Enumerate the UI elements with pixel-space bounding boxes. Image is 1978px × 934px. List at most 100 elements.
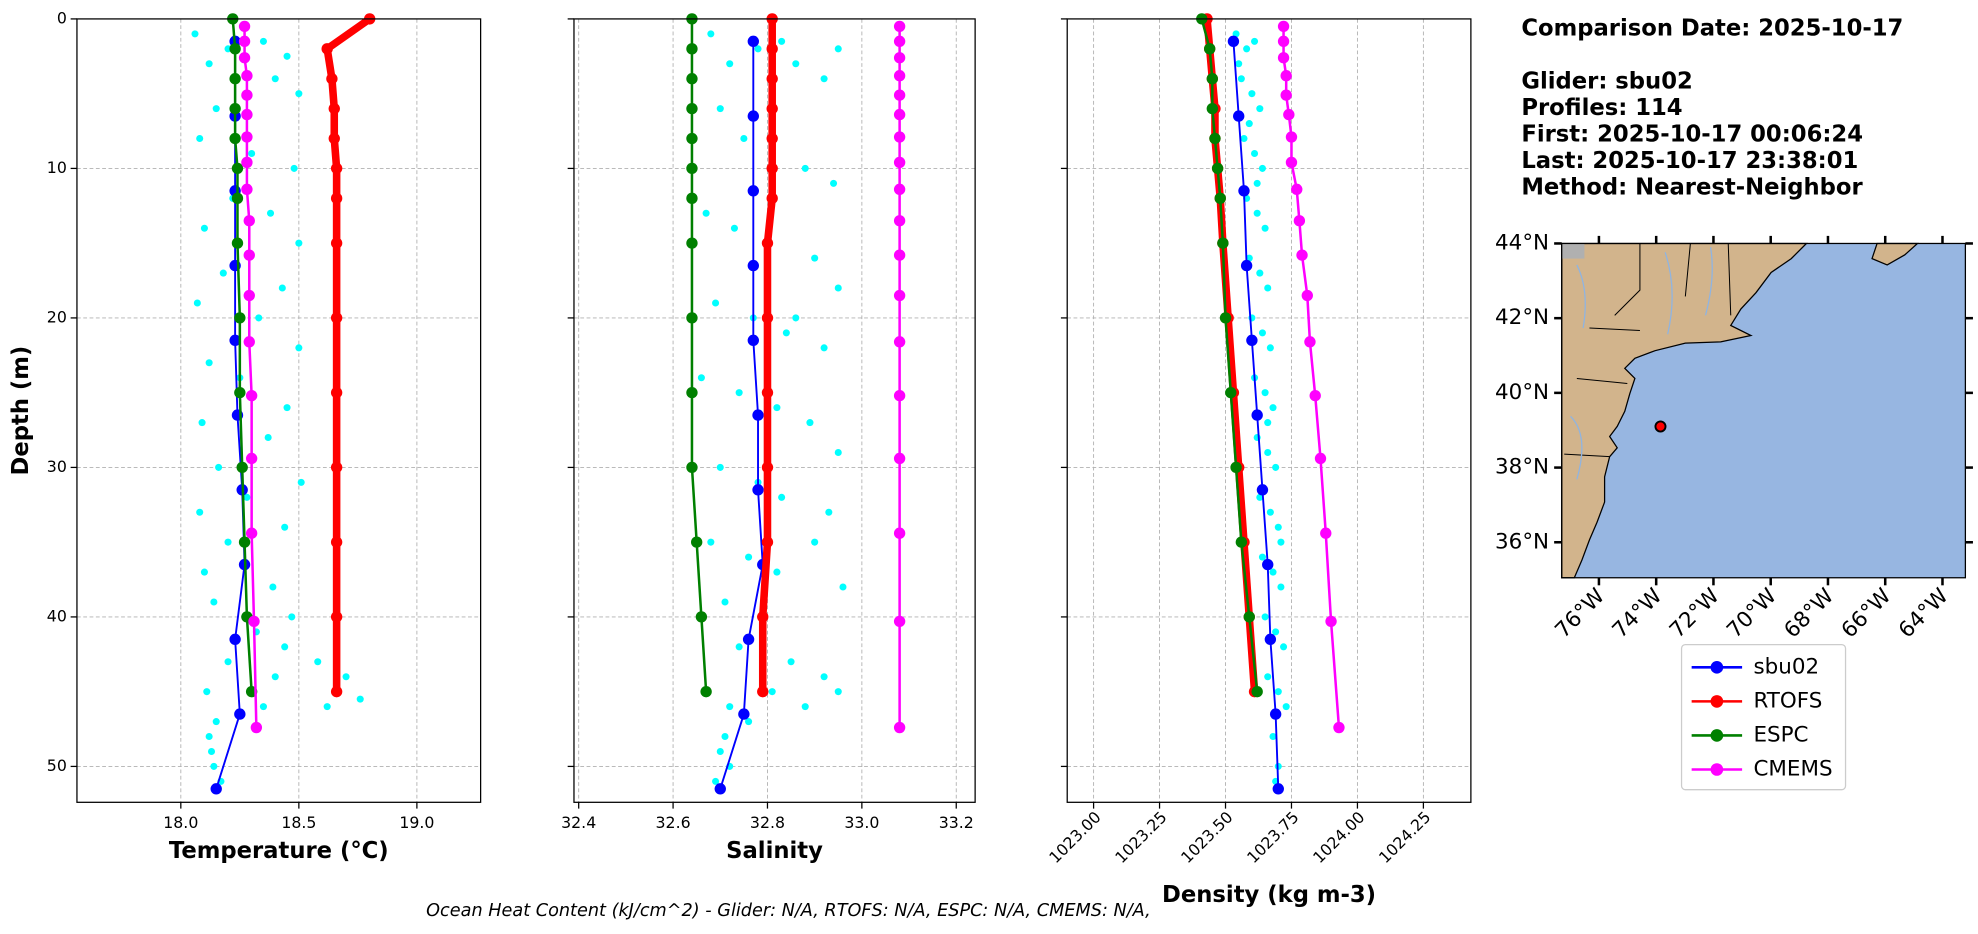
profile-point <box>229 73 241 85</box>
panel: 0 10 20 30 40 50 18.0 18.5 19.0 Temperature (°C) D… <box>8 8 482 864</box>
panel: 32.4 32.6 32.8 33.0 33.2 Salinity <box>561 13 976 864</box>
scatter-point <box>212 105 220 113</box>
legend: sbu02 RTOFS ESPC CMEMS <box>1680 643 1847 791</box>
scatter-point <box>1282 703 1290 711</box>
scatter-point <box>811 254 819 262</box>
profile-point <box>757 611 769 623</box>
scatter-point <box>210 598 218 606</box>
scatter-point <box>271 75 279 83</box>
scatter-point <box>271 673 279 681</box>
scatter-point <box>754 45 762 53</box>
profile-point <box>231 162 244 175</box>
profile-point <box>1243 611 1255 623</box>
scatter-point <box>295 90 303 98</box>
profile-point <box>1227 35 1240 48</box>
x-tick-label: 1023.25 <box>1111 807 1170 866</box>
scatter-point <box>205 60 213 68</box>
profile-point <box>229 334 241 347</box>
y-tick-label: 0 <box>57 8 67 27</box>
profile-point <box>328 102 340 115</box>
map <box>1561 242 1967 579</box>
profile-point <box>757 685 769 698</box>
scatter-point <box>778 37 786 45</box>
x-tick-label: 64°W <box>1894 584 1954 644</box>
profile-point <box>245 527 258 539</box>
scatter-point <box>707 538 715 546</box>
profile-point <box>1264 633 1277 646</box>
info-glider: Glider: sbu02 <box>1521 68 1692 94</box>
scatter-point <box>198 419 206 427</box>
scatter-point <box>1258 164 1266 172</box>
profile-point <box>238 52 251 64</box>
scatter-point <box>1266 344 1274 352</box>
scatter-point <box>1251 149 1259 158</box>
x-tick-label: 74°W <box>1608 584 1668 644</box>
scatter-point <box>1243 45 1251 53</box>
scatter-point <box>707 30 715 38</box>
scatter-point <box>811 538 819 546</box>
x-tick-label: 68°W <box>1779 584 1839 644</box>
profile-point <box>1277 52 1290 64</box>
profile-point <box>686 132 698 145</box>
profile-point <box>766 43 778 55</box>
profile-point <box>1269 708 1282 720</box>
scatter-point <box>716 105 724 113</box>
profile-point <box>761 461 774 474</box>
scatter-point <box>745 718 753 726</box>
scatter-point <box>726 703 734 711</box>
scatter-point <box>290 164 298 172</box>
profile-point <box>330 192 343 204</box>
profile-point <box>328 132 340 145</box>
profile-point <box>1225 386 1237 399</box>
x-tick-label: 66°W <box>1837 584 1897 644</box>
x-tick-label: 33.0 <box>844 813 879 832</box>
scatter-point <box>219 269 227 277</box>
scatter-point <box>224 658 232 666</box>
scatter-point <box>278 284 286 292</box>
scatter-point <box>1277 538 1285 546</box>
scatter-point <box>1256 269 1264 277</box>
profile-point <box>1204 43 1216 55</box>
scatter-point <box>1256 105 1264 113</box>
profile-point <box>330 237 343 249</box>
scatter-point <box>773 404 781 412</box>
profile-point <box>766 73 778 85</box>
profile-point <box>1219 312 1232 324</box>
scatter-point <box>224 538 232 546</box>
scatter-point <box>716 463 724 471</box>
profile-point <box>243 336 255 348</box>
scatter-point <box>735 643 743 651</box>
scatter-point <box>1258 553 1266 561</box>
profile-point <box>766 192 778 204</box>
profile-point <box>893 527 906 539</box>
x-axis-label: Salinity <box>726 838 823 864</box>
scatter-point <box>281 523 289 531</box>
scatter-point <box>825 508 833 516</box>
profile-point <box>330 162 343 175</box>
profile-point <box>893 615 906 628</box>
profile-point <box>686 312 698 324</box>
profile-point <box>893 249 906 261</box>
scatter-point <box>712 777 720 785</box>
profile-point <box>1256 484 1269 496</box>
profile-point <box>761 536 774 548</box>
scatter-point <box>248 149 256 158</box>
y-tick-label: 30 <box>47 457 67 476</box>
profile-point <box>243 249 255 261</box>
profile-point <box>231 237 244 249</box>
profile-point <box>766 132 778 145</box>
profile-point <box>1230 461 1242 474</box>
y-tick-label: 10 <box>47 158 67 177</box>
info-profiles: Profiles: 114 <box>1521 95 1682 121</box>
scatter-point <box>1251 37 1259 45</box>
profile-point <box>686 461 698 474</box>
info-block: Comparison Date: 2025-10-17 Glider: sbu0… <box>1521 16 1903 201</box>
profile-point <box>1296 249 1308 261</box>
profile-point <box>243 289 255 302</box>
scatter-point <box>721 598 729 606</box>
x-tick-label: 18.0 <box>163 813 198 832</box>
scatter-point <box>1256 493 1264 501</box>
profile-point <box>1320 527 1332 539</box>
scatter-point <box>203 688 211 696</box>
scatter-point <box>730 224 738 232</box>
